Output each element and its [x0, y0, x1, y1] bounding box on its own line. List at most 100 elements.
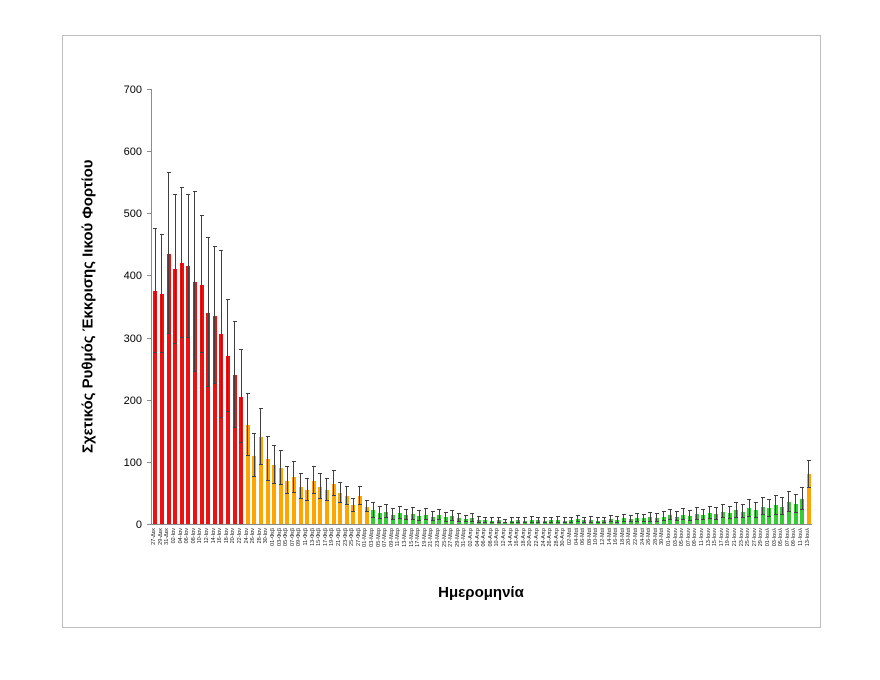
error-bar-cap — [582, 516, 587, 518]
error-bar-cap — [390, 519, 395, 521]
bar — [357, 496, 362, 524]
x-tick-label: 24-Ιαν — [243, 528, 250, 544]
error-bar-cap — [437, 519, 442, 521]
error-bar-cap — [542, 522, 547, 524]
error-bar-cap — [740, 503, 745, 505]
error-bar-cap — [569, 521, 574, 523]
error-bar-cap — [206, 237, 211, 239]
x-tick-label: 23-Ιουν — [738, 528, 745, 547]
error-bar-cap — [298, 473, 303, 475]
error-bar — [781, 497, 783, 516]
error-bar-cap — [252, 476, 257, 478]
x-tick-label: 10-Μαϊ — [593, 528, 600, 545]
error-bar-cap — [166, 171, 171, 173]
x-tick-label: 22-Ιαν — [237, 528, 244, 544]
error-bar-cap — [674, 519, 679, 521]
error-bar-cap — [800, 486, 805, 488]
error-bar-cap — [357, 504, 362, 506]
error-bar-cap — [496, 516, 501, 518]
error-bar — [425, 509, 427, 521]
y-tick-mark — [147, 524, 151, 525]
x-tick-label: 05-Ιουλ — [778, 528, 785, 547]
error-bar-cap — [443, 511, 448, 513]
error-bar-cap — [212, 246, 217, 248]
x-tick-label: 09-Φεβ — [296, 528, 303, 546]
error-bar-cap — [417, 509, 422, 511]
error-bar-cap — [509, 522, 514, 524]
error-bar-cap — [701, 509, 706, 511]
error-bar-cap — [278, 484, 283, 486]
error-bar-cap — [357, 485, 362, 487]
error-bar-cap — [338, 482, 343, 483]
y-tick-mark — [147, 151, 151, 153]
bar — [311, 480, 316, 524]
error-bar-cap — [668, 519, 673, 521]
error-bar — [669, 510, 671, 521]
error-bar-cap — [489, 522, 494, 524]
x-tick-label: 20-Απρ — [527, 528, 534, 547]
error-bar-cap — [186, 193, 191, 195]
error-bar-cap — [173, 342, 178, 344]
error-bar-cap — [179, 336, 184, 338]
error-bar-cap — [338, 501, 343, 503]
bar — [258, 437, 263, 524]
x-tick-label: 26-Ιαν — [250, 528, 257, 544]
error-bar — [801, 487, 803, 511]
error-bar-cap — [397, 518, 402, 520]
bar — [265, 458, 270, 524]
error-bar-cap — [503, 522, 508, 524]
error-bar-cap — [786, 491, 791, 493]
error-bar-cap — [179, 187, 184, 189]
error-bar-cap — [239, 349, 244, 350]
bar — [199, 284, 204, 524]
error-bar — [682, 509, 684, 521]
x-tick-label: 01-Ιουν — [666, 528, 673, 547]
error-bar — [207, 238, 209, 388]
error-bar — [392, 509, 394, 521]
x-tick-label: 05-Ιουν — [679, 528, 686, 547]
error-bar-cap — [595, 522, 600, 524]
error-bar — [346, 486, 348, 506]
bar — [225, 356, 230, 524]
y-tick-label: 400 — [123, 270, 142, 283]
error-bar-cap — [694, 518, 699, 520]
error-bar-cap — [529, 521, 534, 523]
error-bar — [742, 504, 744, 519]
error-bar-cap — [536, 516, 541, 518]
error-bar-cap — [602, 516, 607, 518]
error-bar-cap — [159, 234, 164, 236]
error-bar — [465, 515, 466, 523]
x-tick-label: 30-Απρ — [560, 528, 567, 547]
error-bar — [498, 517, 499, 523]
error-bar-cap — [423, 519, 428, 521]
error-bar — [504, 519, 506, 524]
error-bar — [544, 518, 546, 524]
error-bar — [636, 514, 638, 522]
x-tick-label: 27-Μαρ — [448, 528, 455, 547]
bar — [351, 505, 356, 524]
error-bar-cap — [305, 500, 310, 502]
y-tick-mark — [147, 337, 151, 339]
error-bar-cap — [628, 521, 633, 523]
x-tick-label: 25-Ιουν — [745, 528, 752, 547]
error-bar — [432, 512, 433, 521]
error-bar-cap — [602, 521, 607, 523]
error-bar — [643, 514, 645, 523]
error-bar — [696, 508, 697, 520]
error-bar — [174, 194, 176, 344]
error-bar-cap — [635, 520, 640, 522]
error-bar — [478, 516, 480, 523]
x-tick-label: 04-Μαϊ — [573, 528, 580, 545]
error-bar — [405, 510, 407, 521]
error-bar — [537, 517, 539, 523]
x-tick-label: 31-Δεκ — [164, 528, 171, 545]
error-bar-cap — [456, 513, 461, 515]
error-bar-cap — [654, 520, 659, 522]
error-bar-cap — [245, 454, 250, 456]
bar — [219, 334, 224, 524]
error-bar — [458, 514, 460, 522]
error-bar-cap — [720, 503, 725, 505]
bar — [212, 315, 217, 524]
bar — [786, 502, 791, 524]
